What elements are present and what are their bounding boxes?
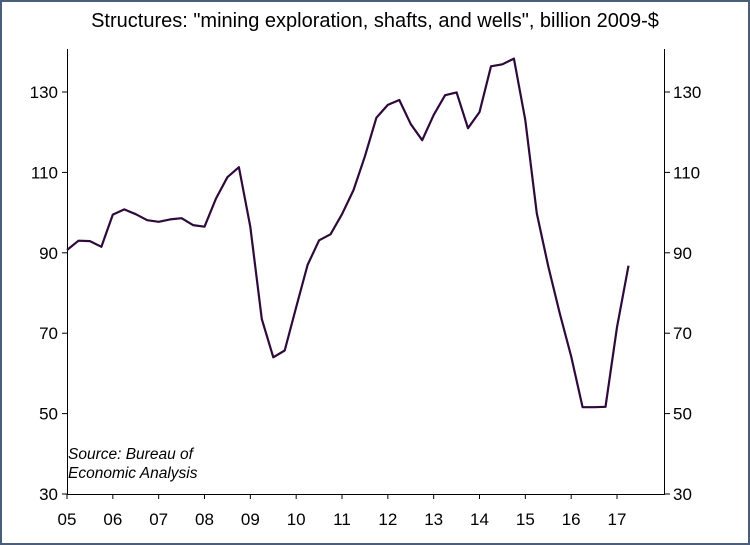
x-tick-label: 10 [287, 510, 306, 529]
x-tick-label: 05 [58, 510, 77, 529]
x-tick-label: 12 [378, 510, 397, 529]
x-tick-label: 13 [424, 510, 443, 529]
y-tick-label-right: 110 [673, 163, 700, 182]
x-tick-label: 07 [149, 510, 168, 529]
y-tick-label-right: 30 [673, 485, 692, 504]
x-tick-label: 16 [562, 510, 581, 529]
y-tick-label-right: 70 [673, 324, 692, 343]
source-note: Source: Bureau of Economic Analysis [68, 445, 198, 483]
y-tick-label-left: 50 [39, 405, 58, 424]
y-tick-label-right: 90 [673, 244, 692, 263]
y-tick-label-right: 130 [673, 83, 701, 102]
x-tick-label: 14 [470, 510, 489, 529]
x-tick-label: 17 [608, 510, 627, 529]
y-tick-label-left: 90 [39, 244, 58, 263]
x-tick-label: 06 [103, 510, 122, 529]
y-tick-label-right: 50 [673, 405, 692, 424]
source-note-line-1: Source: Bureau of [68, 446, 193, 463]
source-note-line-2: Economic Analysis [68, 465, 198, 482]
x-tick-label: 08 [195, 510, 214, 529]
y-tick-label-left: 30 [39, 485, 58, 504]
y-tick-label-left: 110 [31, 163, 58, 182]
y-tick-label-left: 70 [39, 324, 58, 343]
x-tick-label: 15 [516, 510, 535, 529]
x-tick-label: 09 [241, 510, 260, 529]
series-line [66, 57, 630, 409]
x-tick-label: 11 [333, 510, 351, 529]
y-tick-label-left: 130 [30, 83, 58, 102]
chart-title: Structures: "mining exploration, shafts,… [91, 10, 659, 32]
